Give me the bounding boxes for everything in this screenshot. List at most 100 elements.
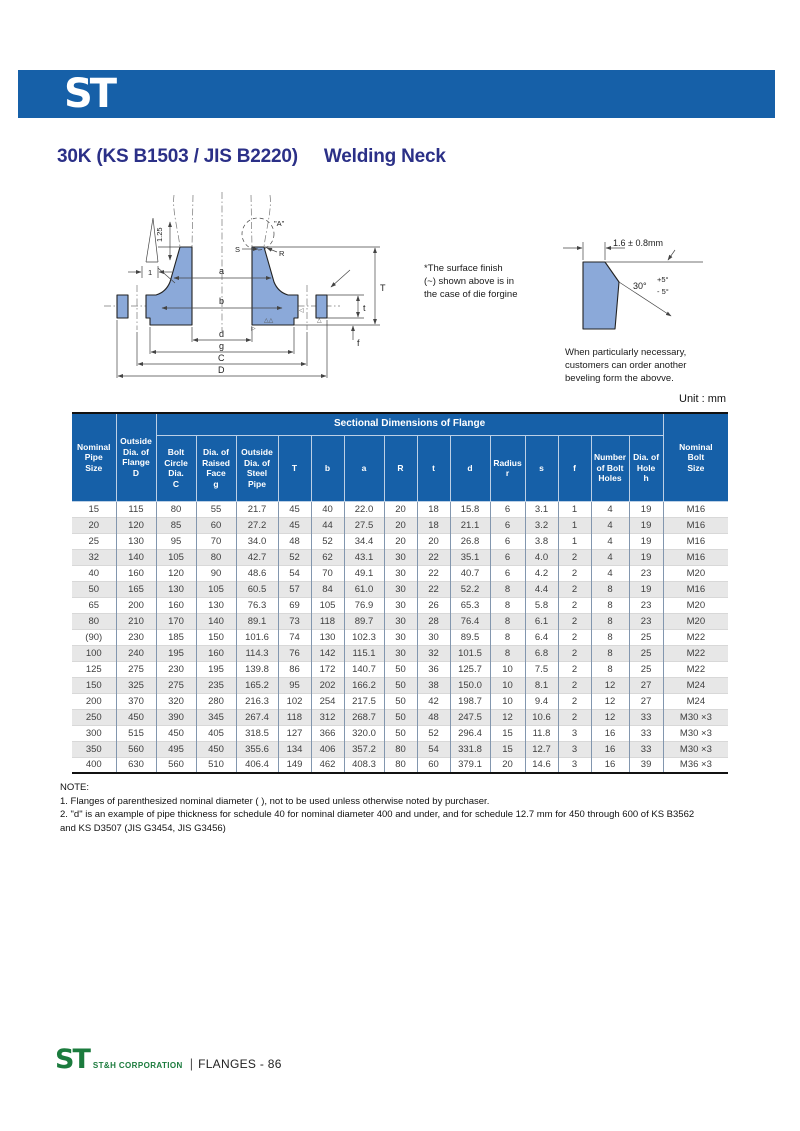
table-cell: 105 [195,580,237,597]
table-cell: 30 [383,644,418,661]
table-cell: 25 [628,644,664,661]
table-cell: 4 [590,548,630,565]
table-cell: 21.7 [235,500,279,517]
table-cell: 200 [115,596,157,613]
table-cell: 379.1 [449,756,491,773]
table-cell: 105 [155,548,197,565]
table-cell: 76.4 [449,612,491,629]
table-cell: 33 [628,708,664,725]
table-cell: 198.7 [449,692,491,709]
table-cell: 217.5 [343,692,385,709]
table-cell: 45 [277,516,312,533]
col-header-raised-face: Dia. of Raised Face g [195,434,237,502]
table-cell: 165 [115,580,157,597]
table-cell: 210 [115,612,157,629]
table-cell: 12 [489,708,526,725]
table-body: 15 115 80 55 21.7 45 40 22.0 20 18 15.8 6 3.1 1 4 19 M16… [72,500,729,773]
table-cell: 60 [195,516,237,533]
table-cell: 118 [310,612,345,629]
table-row: 40 160 120 90 48.6 54 70 49.1 30 22 40.7 6 4.2 2 4 23 M2… [72,564,729,581]
table-cell: 26 [416,596,451,613]
dim-label-f: f [357,338,360,348]
table-cell: 44 [310,516,345,533]
flange-body-right [251,246,299,326]
table-cell: 65 [72,596,117,613]
table-cell: 20 [416,532,451,549]
table-cell: 325 [115,676,157,693]
col-header-bolt-holes: Number of Bolt Holes [590,434,630,502]
table-cell: 3 [557,756,592,773]
table-cell: 48 [416,708,451,725]
table-cell: 40.7 [449,564,491,581]
table-cell: 25 [628,628,664,645]
table-cell: 74 [277,628,312,645]
table-cell: 19 [628,500,664,517]
table-row: 15 115 80 55 21.7 45 40 22.0 20 18 15.8 6 3.1 1 4 19 M16 [72,500,729,517]
table-cell: 45 [277,500,312,517]
weld-symbol: ◁ [299,308,304,314]
table-cell: 2 [557,676,592,693]
table-row: 300 515 450 405 318.5 127 366 320.0 50 52 296.4 15 1… [72,724,729,741]
dim-label-T: T [380,283,386,293]
table-cell: 235 [195,676,237,693]
table-cell: 8 [489,580,526,597]
table-cell: 86 [277,660,312,677]
table-cell: M16 [662,532,729,549]
table-cell: 296.4 [449,724,491,741]
table-header: Nominal Pipe Size Outside Dia. of Flange… [72,412,729,502]
col-header-s: s [524,434,559,502]
flange-body-left [145,246,193,326]
bevel-detail-drawing: 1.6 ± 0.8mm 30° +5° - 5° [563,238,703,330]
table-cell: 42 [416,692,451,709]
table-cell: 50 [383,724,418,741]
table-cell: 172 [310,660,345,677]
table-cell: 150 [72,676,117,693]
table-cell: 73 [277,612,312,629]
table-cell: 32 [72,548,117,565]
table-cell: 50 [72,580,117,597]
table-cell: 6 [489,532,526,549]
col-header-steel-pipe: Outside Dia. of Steel Pipe [235,434,279,502]
table-row: 125 275 230 195 139.8 86 172 140.7 50 36 125.7 10 7.… [72,660,729,677]
table-cell: 230 [155,660,197,677]
table-cell: 560 [155,756,197,773]
table-cell: 6 [489,500,526,517]
table-cell: 30 [383,548,418,565]
table-cell: 120 [115,516,157,533]
table-cell: 70 [310,564,345,581]
table-row: 350 560 495 450 355.6 134 406 357.2 80 54 331.8 15 1… [72,740,729,757]
table-cell: 2 [557,564,592,581]
table-cell: 22 [416,580,451,597]
bevel-piece [582,261,620,330]
table-cell: 3 [557,724,592,741]
table-cell: 105 [310,596,345,613]
table-row: 80 210 170 140 89.1 73 118 89.7 30 28 76.4 8 6.1 2 8 23… [72,612,729,629]
table-cell: 630 [115,756,157,773]
table-cell: 450 [195,740,237,757]
table-cell: 495 [155,740,197,757]
table-cell: 250 [72,708,117,725]
table-cell: 560 [115,740,157,757]
beveling-note: When particularly necessary, customers c… [565,347,687,384]
table-cell: 39 [628,756,664,773]
table-cell: 6 [489,548,526,565]
table-cell: 127 [277,724,312,741]
table-cell: 33 [628,740,664,757]
table-cell: 2 [557,580,592,597]
table-cell: 275 [155,676,197,693]
table-cell: 42.7 [235,548,279,565]
group-header-sectional-dimensions: Sectional Dimensions of Flange [155,412,664,436]
table-cell: 15 [489,724,526,741]
table-cell: 33 [628,724,664,741]
table-cell: 62 [310,548,345,565]
table-cell: 80 [155,500,197,517]
page-title: 30K (KS B1503 / JIS B2220) Welding Neck [57,146,446,168]
dim-label-1: 1 [148,268,152,277]
table-cell: M36 ×3 [662,756,729,773]
col-header-nominal-bolt-size: Nominal Bolt Size [662,412,729,502]
table-cell: 115.1 [343,644,385,661]
table-cell: 22 [416,564,451,581]
table-cell: (90) [72,628,117,645]
table-cell: 10 [489,692,526,709]
table-cell: 4 [590,532,630,549]
